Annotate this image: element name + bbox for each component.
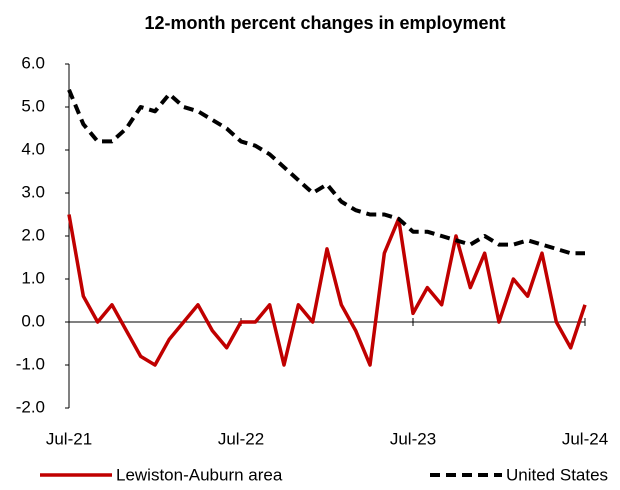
y-tick-label: 2.0 xyxy=(21,225,45,244)
y-tick-label: 6.0 xyxy=(21,53,45,72)
x-tick-label: Jul-21 xyxy=(46,429,92,448)
y-tick-label: 3.0 xyxy=(21,182,45,201)
series-line xyxy=(67,89,585,256)
x-tick-label: Jul-22 xyxy=(218,429,264,448)
y-tick-label: 4.0 xyxy=(21,139,45,158)
series-line xyxy=(67,214,587,367)
x-tick-label: Jul-24 xyxy=(562,429,608,448)
y-tick-label: -2.0 xyxy=(16,397,45,416)
y-tick-label: 0.0 xyxy=(21,311,45,330)
x-tick-label: Jul-23 xyxy=(390,429,436,448)
y-tick-label: 1.0 xyxy=(21,268,45,287)
legend-label: Lewiston-Auburn area xyxy=(116,465,283,484)
y-tick-label: 5.0 xyxy=(21,96,45,115)
legend-label: United States xyxy=(506,465,608,484)
y-tick-label: -1.0 xyxy=(16,354,45,373)
chart-title: 12-month percent changes in employment xyxy=(144,13,505,33)
